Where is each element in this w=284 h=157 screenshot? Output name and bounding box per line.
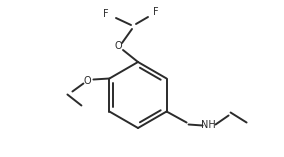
Text: F: F (103, 9, 109, 19)
Text: O: O (114, 41, 122, 51)
Text: NH: NH (201, 121, 216, 130)
Text: O: O (83, 76, 91, 86)
Text: F: F (153, 7, 159, 17)
